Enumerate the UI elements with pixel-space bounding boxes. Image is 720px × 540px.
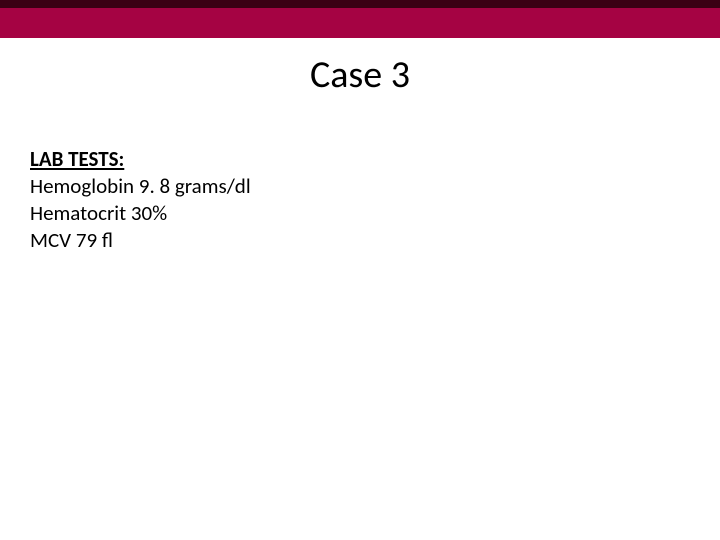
lab-line-3: MCV 79 fl xyxy=(30,227,690,254)
header-band xyxy=(0,0,720,38)
lab-line-1: Hemoglobin 9. 8 grams/dl xyxy=(30,173,690,200)
body-text-block: LAB TESTS: Hemoglobin 9. 8 grams/dl Hema… xyxy=(30,146,690,254)
section-label: LAB TESTS: xyxy=(30,146,690,173)
lab-line-2: Hematocrit 30% xyxy=(30,200,690,227)
slide-title: Case 3 xyxy=(0,52,720,98)
